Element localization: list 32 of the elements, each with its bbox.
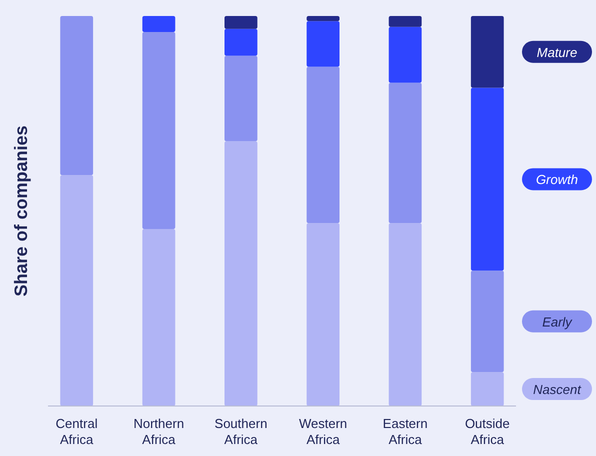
x-tick-label: Central Africa (56, 416, 98, 447)
bar (306, 223, 340, 406)
bar (60, 16, 94, 176)
text: Mature (536, 44, 578, 60)
bar (306, 66, 340, 224)
bar (470, 16, 504, 88)
bar (388, 16, 422, 27)
y-axis-title: Share of companies (11, 125, 31, 297)
text: Early (542, 314, 574, 330)
bar (388, 82, 422, 224)
x-tick-label: Western Africa (298, 416, 348, 447)
x-tick-label: Northern Africa (133, 416, 184, 447)
bar (388, 223, 422, 406)
x-tick-label: Southern Africa (214, 416, 268, 447)
bar (470, 88, 504, 271)
text: Nascent (533, 382, 582, 398)
bar (142, 228, 176, 406)
bar (224, 141, 258, 406)
x-tick-label: Eastern Africa (382, 416, 428, 447)
bar (470, 372, 504, 406)
bar (224, 56, 258, 142)
bar (388, 26, 422, 83)
bar (224, 28, 258, 56)
bar (306, 21, 340, 67)
bar (60, 175, 94, 406)
text: Growth (536, 172, 578, 188)
bar (306, 16, 340, 22)
bar (470, 270, 504, 372)
bar (142, 16, 176, 32)
x-tick-label: Outside Africa (464, 416, 510, 447)
bar (142, 32, 176, 229)
bar (224, 16, 258, 29)
